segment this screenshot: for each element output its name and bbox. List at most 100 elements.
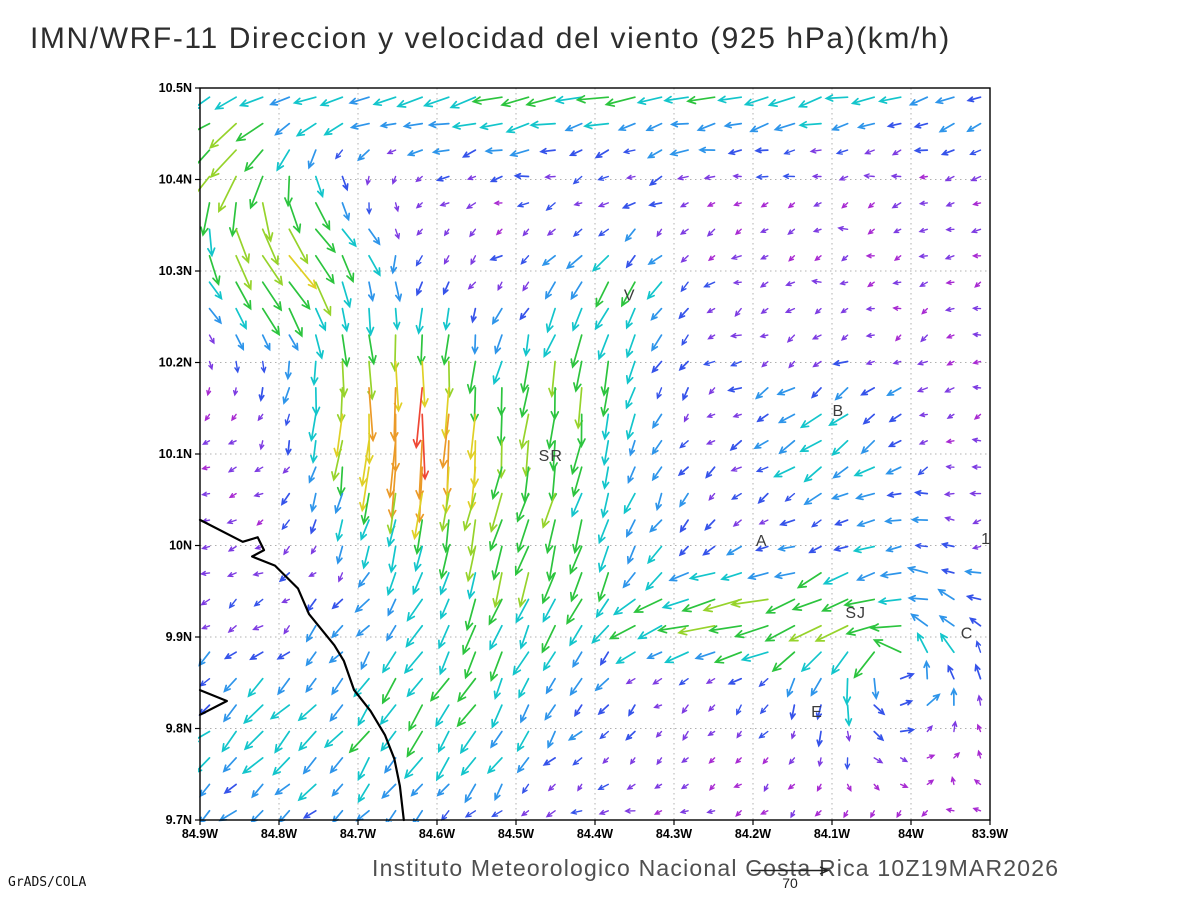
wind-arrow [677, 466, 689, 477]
wind-arrow [873, 704, 886, 716]
wind-arrow [413, 519, 424, 556]
wind-arrow [910, 613, 929, 627]
wind-arrow [855, 492, 876, 501]
wind-arrow [891, 202, 902, 209]
wind-arrow [950, 776, 956, 786]
wind-arrow [496, 413, 506, 447]
wind-arrow [965, 594, 982, 601]
wind-arrow [572, 228, 583, 237]
wind-arrow [918, 439, 928, 445]
wind-arrow [816, 783, 822, 792]
wind-arrow [244, 149, 264, 172]
wind-arrow [201, 465, 211, 471]
wind-arrow [708, 757, 716, 764]
wind-arrow [758, 519, 769, 525]
wind-arrow [760, 307, 769, 315]
wind-arrow [951, 720, 958, 733]
wind-arrow [341, 281, 352, 309]
wind-arrow [736, 730, 742, 739]
wind-arrow [208, 254, 221, 286]
wind-arrow [221, 730, 237, 753]
wind-arrow [969, 490, 982, 497]
wind-arrow [368, 387, 377, 443]
wind-arrow [682, 730, 689, 741]
wind-arrow [231, 413, 237, 422]
wind-arrow [516, 730, 530, 753]
wind-arrow [651, 466, 663, 482]
wind-arrow [914, 543, 928, 549]
wind-arrow [705, 678, 716, 685]
wind-arrow [830, 651, 849, 676]
wind-arrow [505, 122, 530, 134]
wind-arrow [681, 334, 689, 346]
wind-arrow [970, 175, 982, 182]
wind-arrow [238, 96, 264, 107]
wind-arrow [274, 783, 291, 796]
wind-arrow [486, 757, 503, 775]
wind-arrow [514, 545, 530, 577]
wind-arrow [705, 439, 716, 445]
wind-arrow [937, 588, 955, 601]
wind-arrow [544, 519, 556, 555]
wind-arrow [945, 438, 955, 444]
x-axis-tick-label: 84.6W [419, 827, 455, 841]
wind-arrow [656, 228, 663, 238]
wind-arrow [788, 757, 796, 765]
footer-caption: Instituto Meteorologico Nacional Costa R… [372, 855, 1060, 881]
wind-arrow [382, 651, 397, 674]
wind-arrow [761, 360, 769, 368]
wind-arrow [439, 651, 450, 676]
wind-arrow [491, 704, 503, 729]
wind-arrow [261, 228, 279, 266]
wind-arrow [598, 809, 609, 815]
x-axis-tick-label: 84.9W [182, 827, 218, 841]
x-axis-tick-label: 84.3W [656, 827, 692, 841]
wind-arrow [708, 492, 716, 501]
wind-arrow [786, 677, 796, 698]
wind-arrow [608, 624, 636, 640]
wind-arrow [785, 281, 796, 287]
wind-arrow [348, 96, 370, 105]
wind-arrow [833, 545, 849, 552]
wind-arrow [784, 492, 796, 502]
wind-arrow [865, 306, 875, 312]
wind-arrow [893, 255, 902, 261]
wind-arrow [913, 147, 929, 154]
wind-arrow [394, 202, 400, 213]
wind-arrow [856, 519, 876, 528]
wind-arrow [686, 95, 716, 105]
wind-arrow [754, 387, 769, 400]
wind-arrow [583, 121, 610, 130]
wind-arrow [416, 334, 426, 366]
wind-arrow [570, 809, 583, 815]
wind-arrow [467, 281, 477, 290]
wind-arrow [227, 466, 237, 473]
wind-arrow [892, 280, 902, 286]
wind-arrow [834, 519, 849, 526]
wind-arrow [601, 439, 610, 467]
wind-arrow [394, 281, 403, 303]
wind-arrow [489, 651, 503, 683]
wind-arrow [679, 492, 689, 508]
wind-arrow [491, 545, 503, 581]
wind-arrow [314, 228, 336, 254]
wind-arrow [261, 334, 271, 352]
wind-arrow [465, 545, 477, 583]
wind-arrow [359, 439, 370, 488]
wind-arrow [680, 281, 689, 293]
wind-arrow [574, 704, 583, 718]
wind-arrow [647, 545, 663, 565]
x-axis-tick-label: 84.2W [735, 827, 771, 841]
wind-arrow [864, 149, 875, 155]
wind-arrow [867, 281, 875, 288]
wind-arrow [516, 519, 530, 554]
wind-arrow [730, 360, 742, 367]
wind-arrow [354, 598, 370, 613]
wind-arrow [727, 386, 743, 393]
wind-arrow [288, 228, 309, 265]
wind-arrow [571, 307, 583, 332]
wind-arrow [680, 783, 689, 790]
wind-arrow [853, 466, 876, 477]
wind-arrow [331, 598, 344, 610]
wind-arrow [595, 281, 610, 309]
